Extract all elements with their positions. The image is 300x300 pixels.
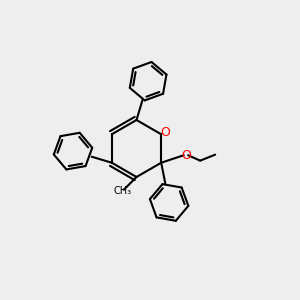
Text: O: O bbox=[160, 126, 170, 139]
Text: O: O bbox=[181, 149, 191, 162]
Text: CH₃: CH₃ bbox=[113, 186, 131, 196]
